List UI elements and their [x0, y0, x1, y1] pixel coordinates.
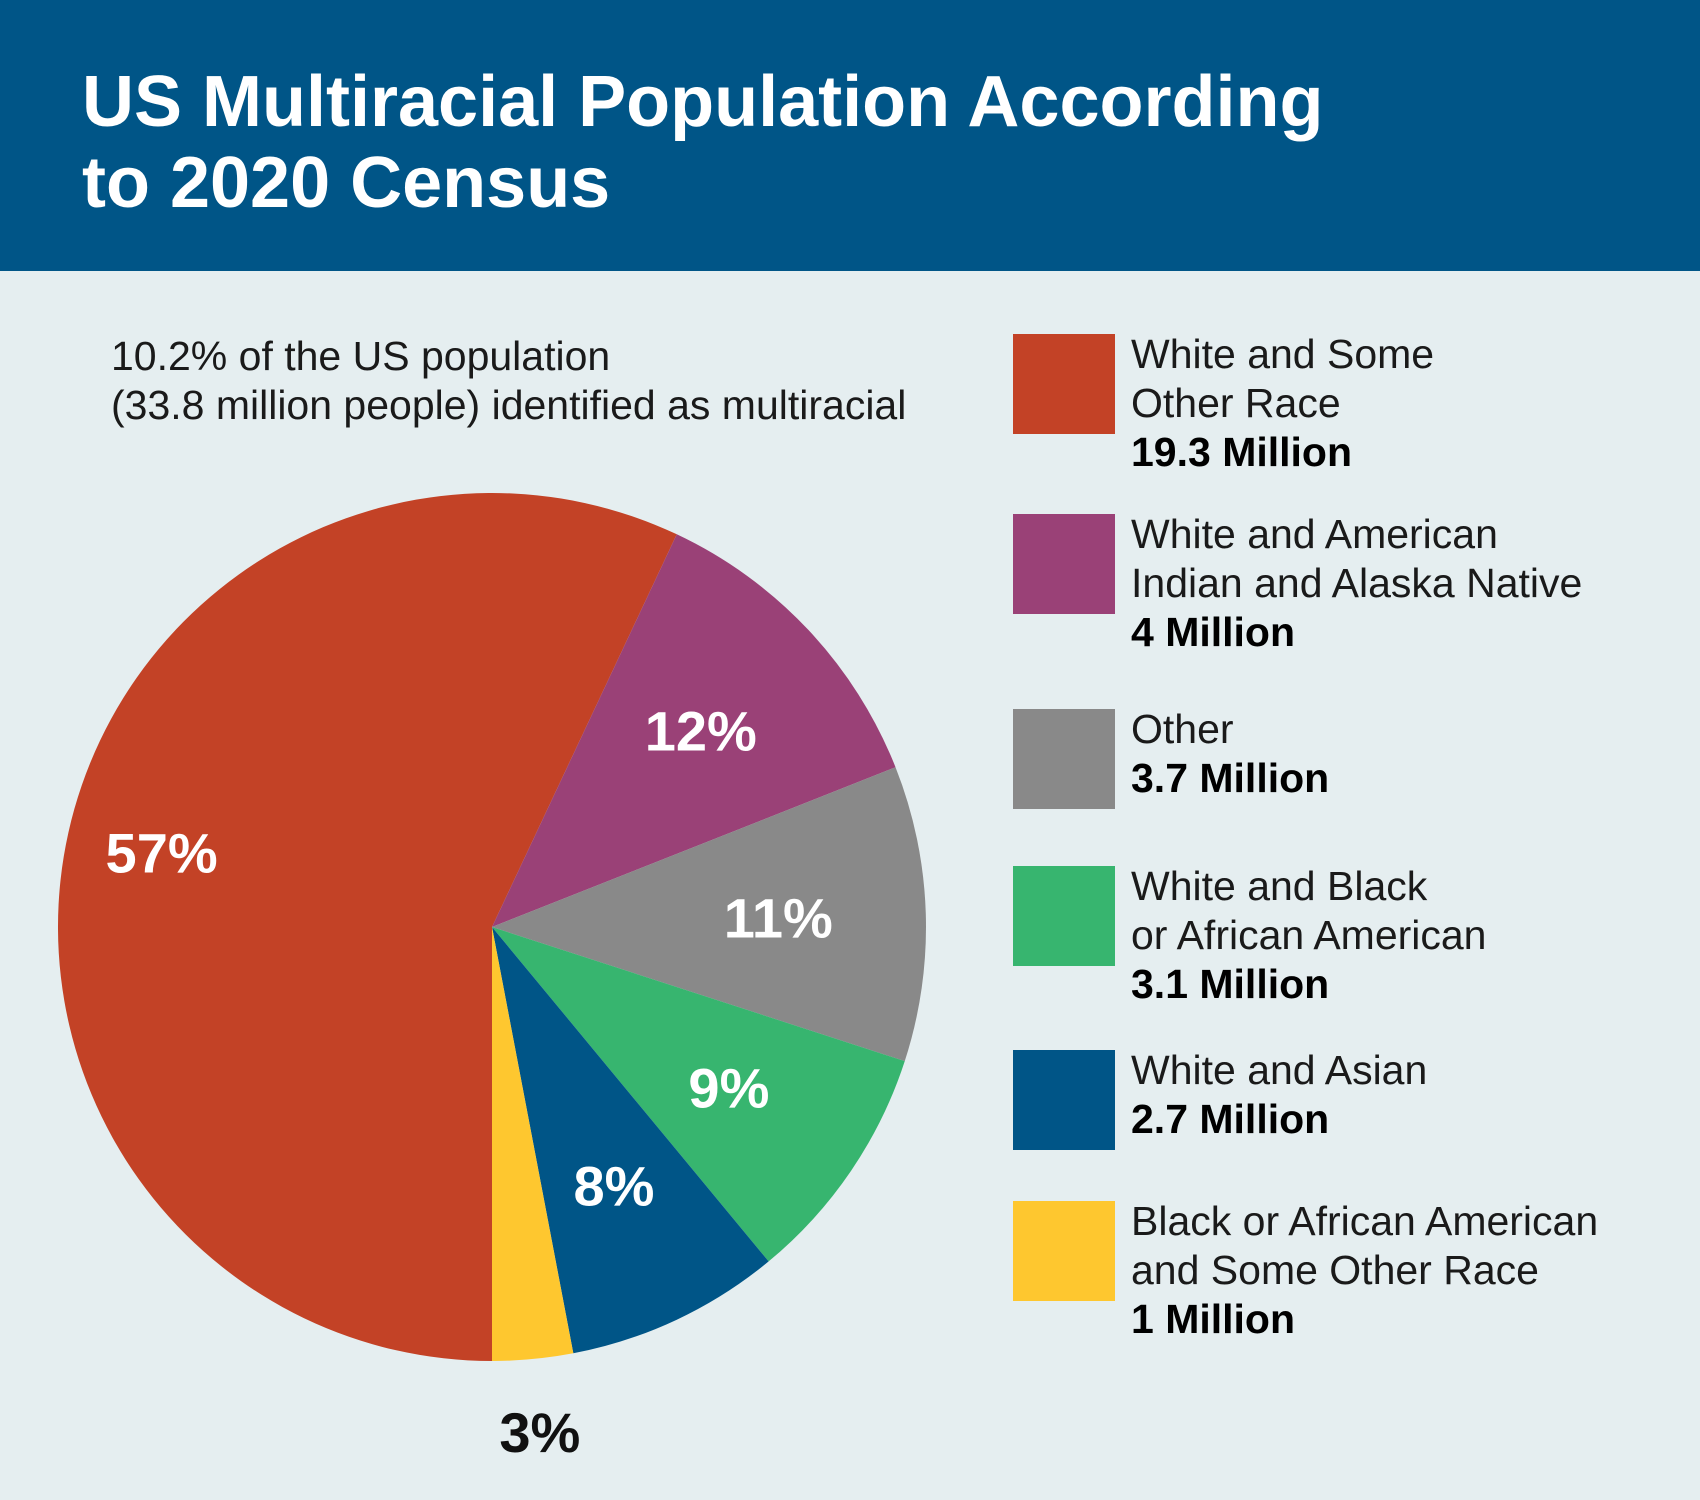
pie-label-black-other-race: 3% [499, 1401, 580, 1460]
pie-slice-other [492, 767, 926, 1062]
legend-value: 3.1 Million [1131, 961, 1330, 1007]
legend-label-line: Indian and Alaska Native [1131, 560, 1583, 606]
subtitle-line-1: 10.2% of the US population [111, 333, 611, 379]
title-line-1: US Multiracial Population According [82, 62, 1324, 142]
legend-label-line: White and Black [1131, 863, 1428, 909]
pie-label-white-aian: 12% [645, 699, 757, 762]
legend-value: 2.7 Million [1131, 1096, 1330, 1142]
pie-slice-white-black [492, 927, 905, 1262]
pie-label-white-other-race: 57% [106, 822, 218, 885]
pie-slice-white-aian [492, 534, 896, 927]
pie-label-white-asian: 8% [574, 1155, 655, 1218]
pie-chart: 57% 12% 11% 9% 8% 3% [57, 492, 926, 1460]
legend-value: 3.7 Million [1131, 755, 1330, 801]
legend-value: 1 Million [1131, 1296, 1295, 1342]
legend-value: 4 Million [1131, 609, 1295, 655]
legend-label-line: Black or African American [1131, 1198, 1599, 1244]
chart-title: US Multiracial Population According to 2… [82, 62, 1582, 224]
header-banner: US Multiracial Population According to 2… [0, 0, 1700, 271]
legend-swatch [1013, 709, 1115, 809]
legend-value: 19.3 Million [1131, 429, 1352, 475]
legend-swatch [1013, 1201, 1115, 1301]
legend-swatch [1013, 1050, 1115, 1150]
legend-label-line: White and Asian [1131, 1047, 1428, 1093]
pie-slice-white-other-race [57, 492, 677, 1361]
legend-label-line: White and Some [1131, 331, 1435, 377]
legend-label-line: or African American [1131, 912, 1487, 958]
legend-label-line: and Some Other Race [1131, 1247, 1539, 1293]
title-line-2: to 2020 Census [82, 143, 611, 223]
legend-swatch [1013, 334, 1115, 434]
pie-label-other: 11% [724, 887, 833, 950]
pie-slice-black-other-race [492, 927, 574, 1361]
chart-subtitle: 10.2% of the US population (33.8 million… [111, 332, 991, 430]
pie-slice-white-asian [492, 927, 769, 1354]
legend-swatch [1013, 866, 1115, 966]
pie-label-white-black: 9% [688, 1057, 769, 1120]
legend-swatch [1013, 514, 1115, 614]
legend-label-line: Other [1131, 706, 1234, 752]
subtitle-line-2: (33.8 million people) identified as mult… [111, 382, 907, 428]
legend-label-line: Other Race [1131, 380, 1341, 426]
legend-label-line: White and American [1131, 511, 1498, 557]
